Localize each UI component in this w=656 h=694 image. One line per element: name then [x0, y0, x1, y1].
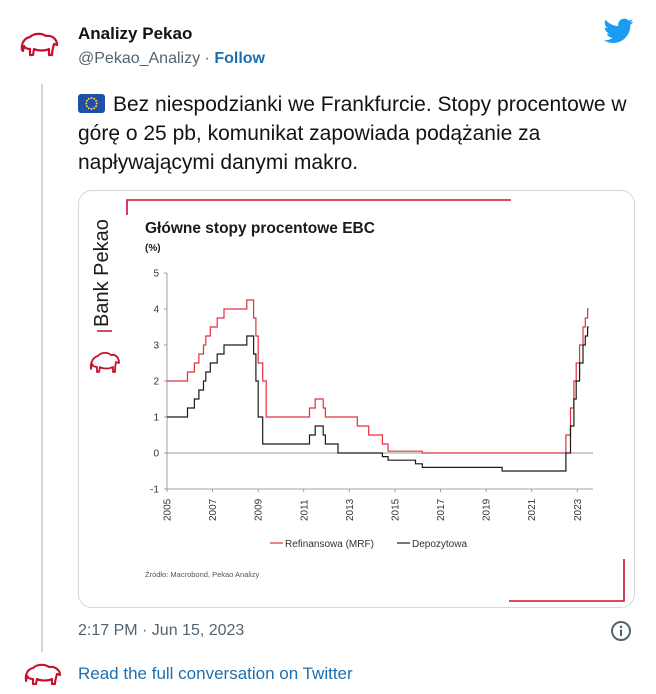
- legend-label-refi: Refinansowa (MRF): [285, 539, 374, 550]
- read-conversation-link[interactable]: Read the full conversation on Twitter: [78, 664, 353, 683]
- y-tick-label: 4: [153, 305, 159, 316]
- y-tick-label: 0: [153, 449, 159, 460]
- brand-bison-logo: [89, 351, 120, 373]
- y-tick-label: 3: [153, 341, 159, 352]
- author-name[interactable]: Analizy Pekao: [78, 24, 193, 43]
- twitter-bird-icon[interactable]: [604, 18, 634, 44]
- author-block[interactable]: Analizy Pekao: [78, 24, 192, 44]
- y-tick-label: 5: [153, 269, 159, 280]
- x-tick-label: 2015: [390, 498, 401, 521]
- tweet-body: Bez niespodzianki we Frankfurcie. Stopy …: [78, 93, 627, 174]
- pekao-bison-logo[interactable]: [22, 662, 64, 686]
- x-tick-label: 2019: [482, 498, 493, 521]
- legend-label-depo: Depozytowa: [412, 539, 467, 550]
- corner-bracket-bottom: [509, 559, 625, 602]
- tweet-timestamp[interactable]: 2:17 PM · Jun 15, 2023: [78, 622, 245, 639]
- thread-line: [41, 84, 43, 652]
- ecb-rates-chart: Bank Pekao Główne stopy procentowe EBC (…: [89, 199, 625, 602]
- chart-source-note: Źródło: Macrobond, Pekao Analizy: [145, 570, 259, 579]
- pekao-bison-logo[interactable]: [18, 30, 60, 58]
- y-tick-label: 1: [153, 413, 159, 424]
- series-line-refinansowa: [167, 299, 589, 454]
- corner-bracket-top: [126, 199, 511, 215]
- follow-button[interactable]: Follow: [214, 50, 265, 67]
- y-tick-label: 2: [153, 377, 159, 388]
- info-icon[interactable]: [610, 620, 632, 642]
- x-tick-label: 2007: [208, 498, 219, 521]
- author-handle[interactable]: @Pekao_Analizy: [78, 50, 201, 67]
- x-tick-label: 2009: [254, 498, 265, 521]
- y-tick-label: -1: [150, 485, 159, 496]
- eu-flag-icon: [78, 94, 105, 113]
- chart-title: Główne stopy procentowe EBC: [145, 220, 375, 237]
- tweet-media-chart[interactable]: Bank Pekao Główne stopy procentowe EBC (…: [78, 190, 635, 608]
- x-tick-label: 2011: [299, 499, 310, 521]
- x-tick-label: 2017: [436, 498, 447, 521]
- x-tick-label: 2021: [527, 498, 538, 521]
- tweet-text: Bez niespodzianki we Frankfurcie. Stopy …: [78, 90, 638, 177]
- x-tick-label: 2023: [573, 498, 584, 521]
- brand-side-label: Bank Pekao: [91, 219, 113, 327]
- chart-unit-label: (%): [145, 243, 161, 254]
- x-tick-label: 2013: [345, 498, 356, 521]
- author-meta: @Pekao_Analizy · Follow: [78, 50, 265, 68]
- series-line-depozytowa: [167, 326, 589, 472]
- meta-separator: ·: [204, 50, 210, 67]
- x-tick-label: 2005: [163, 498, 174, 521]
